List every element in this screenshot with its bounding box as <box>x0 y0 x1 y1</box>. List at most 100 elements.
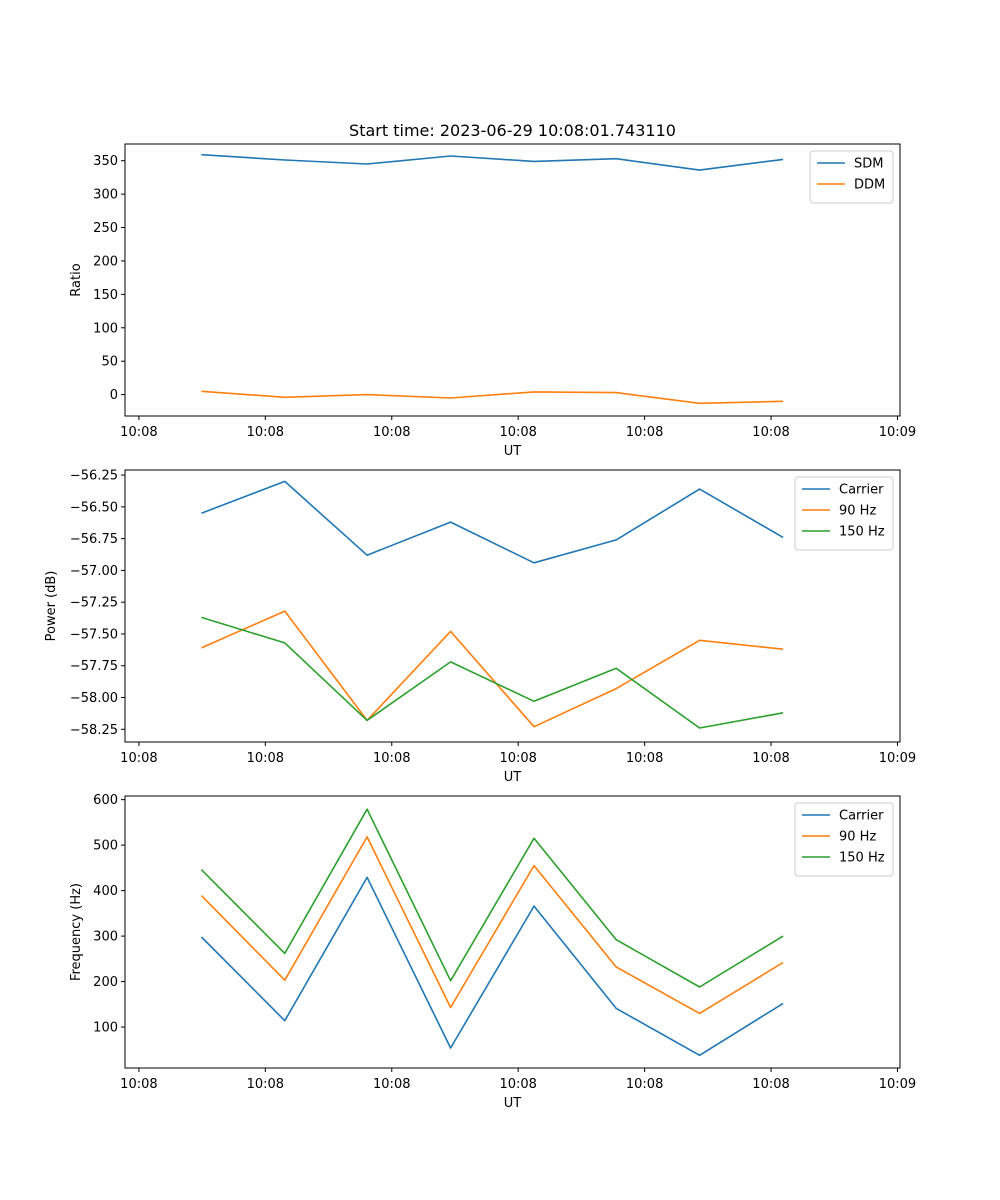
data-point-ratio-ddm <box>449 396 452 399</box>
data-point-ratio-ddm <box>366 393 369 396</box>
data-point-frequency-carrier <box>782 1002 785 1005</box>
data-point-power-carrier <box>449 521 452 524</box>
data-point-frequency-carrier <box>449 1046 452 1049</box>
data-point-frequency-90-hz <box>449 1006 452 1009</box>
y-tick-label-frequency: 300 <box>93 930 118 945</box>
data-point-frequency-150-hz <box>283 952 286 955</box>
y-tick-label-power: −57.25 <box>70 596 118 611</box>
x-tick-label-ratio: 10:08 <box>752 425 789 440</box>
data-point-frequency-150-hz <box>782 935 785 938</box>
y-tick-label-power: −57.00 <box>70 564 118 579</box>
subplot-frequency: 100 200 300 400 500 600 10:08 10:08 10:08 10:08 10… <box>69 793 916 1111</box>
y-tick-label-ratio: 50 <box>101 355 118 370</box>
subplot-ratio: 0 50 100 150 200 250 300 350 10:08 10:08 10:08 10:0… <box>69 143 916 459</box>
data-point-power-150-hz <box>200 616 203 619</box>
data-point-frequency-150-hz <box>449 979 452 982</box>
x-tick-label-frequency: 10:08 <box>247 1077 284 1092</box>
data-point-frequency-90-hz <box>283 979 286 982</box>
x-tick-label-power: 10:08 <box>120 751 157 766</box>
data-point-power-150-hz <box>449 660 452 663</box>
data-point-frequency-150-hz <box>698 986 701 989</box>
x-tick-label-power: 10:09 <box>879 751 916 766</box>
x-axis-label-power: UT <box>504 770 522 785</box>
x-tick-label-ratio: 10:08 <box>499 425 536 440</box>
data-point-frequency-150-hz <box>366 808 369 811</box>
series-line-ratio-sdm <box>201 153 784 171</box>
y-tick-label-power: −56.75 <box>70 532 118 547</box>
y-axis-label-frequency: Frequency (Hz) <box>69 883 84 981</box>
data-point-ratio-sdm <box>200 153 203 156</box>
data-point-frequency-150-hz <box>200 868 203 871</box>
data-point-frequency-carrier <box>283 1019 286 1022</box>
data-point-power-150-hz <box>782 711 785 714</box>
data-point-power-90-hz <box>283 610 286 613</box>
plot-frame-frequency <box>124 795 901 1069</box>
legend-ratio <box>809 150 894 204</box>
data-point-ratio-sdm <box>366 163 369 166</box>
data-point-ratio-ddm <box>200 390 203 393</box>
data-point-frequency-carrier <box>366 876 369 879</box>
x-tick-label-power: 10:08 <box>499 751 536 766</box>
legend-label-ratio-ddm: DDM <box>854 178 885 193</box>
y-tick-label-power: −58.00 <box>70 691 118 706</box>
data-point-ratio-ddm <box>698 402 701 405</box>
x-tick-label-power: 10:08 <box>626 751 663 766</box>
y-tick-label-ratio: 100 <box>93 321 118 336</box>
series-line-ratio-ddm <box>201 390 784 405</box>
y-tick-label-ratio: 250 <box>93 221 118 236</box>
data-point-power-150-hz <box>615 667 618 670</box>
plot-frame-power <box>124 469 901 743</box>
series-line-power-carrier <box>201 480 784 564</box>
y-tick-label-frequency: 400 <box>93 884 118 899</box>
data-point-ratio-ddm <box>283 396 286 399</box>
series-line-power-150-hz <box>201 616 784 729</box>
series-line-frequency-150-hz <box>200 808 784 988</box>
data-point-power-90-hz <box>200 646 203 649</box>
y-tick-label-ratio: 0 <box>110 388 118 403</box>
data-point-power-carrier <box>532 561 535 564</box>
legend-label-power-150-hz: 150 Hz <box>839 525 885 540</box>
x-tick-label-ratio: 10:08 <box>373 425 410 440</box>
data-point-ratio-ddm <box>615 391 618 394</box>
data-point-power-90-hz <box>782 648 785 651</box>
data-point-frequency-carrier <box>532 905 535 908</box>
y-tick-label-frequency: 200 <box>93 975 118 990</box>
y-tick-label-ratio: 200 <box>93 254 118 269</box>
data-point-power-carrier <box>200 512 203 515</box>
data-point-ratio-sdm <box>532 160 535 163</box>
data-point-power-carrier <box>782 536 785 539</box>
y-tick-label-power: −58.25 <box>70 723 118 738</box>
x-tick-label-frequency: 10:08 <box>373 1077 410 1092</box>
data-point-ratio-sdm <box>449 155 452 158</box>
y-tick-label-ratio: 150 <box>93 288 118 303</box>
data-point-frequency-carrier <box>698 1054 701 1057</box>
data-point-power-90-hz <box>449 630 452 633</box>
data-point-power-150-hz <box>698 727 701 730</box>
y-tick-label-power: −57.50 <box>70 627 118 642</box>
x-tick-label-power: 10:08 <box>752 751 789 766</box>
plot-frame-ratio <box>124 143 901 417</box>
data-point-frequency-90-hz <box>615 966 618 969</box>
x-tick-label-frequency: 10:08 <box>752 1077 789 1092</box>
x-tick-label-power: 10:08 <box>247 751 284 766</box>
x-tick-label-frequency: 10:09 <box>879 1077 916 1092</box>
data-point-power-carrier <box>698 488 701 491</box>
data-point-frequency-90-hz <box>782 961 785 964</box>
data-point-ratio-ddm <box>782 400 785 403</box>
data-point-ratio-sdm <box>698 169 701 172</box>
data-point-power-90-hz <box>698 639 701 642</box>
legend-label-power-carrier: Carrier <box>839 483 884 498</box>
data-point-ratio-ddm <box>532 390 535 393</box>
x-tick-label-ratio: 10:08 <box>120 425 157 440</box>
y-tick-label-frequency: 600 <box>93 793 118 808</box>
data-point-frequency-150-hz <box>615 938 618 941</box>
data-point-power-90-hz <box>615 687 618 690</box>
y-tick-label-frequency: 500 <box>93 839 118 854</box>
x-tick-label-ratio: 10:09 <box>879 425 916 440</box>
legend-label-frequency-150-hz: 150 Hz <box>839 851 885 866</box>
x-tick-label-power: 10:08 <box>373 751 410 766</box>
data-point-frequency-150-hz <box>532 837 535 840</box>
legend-label-ratio-sdm: SDM <box>854 157 883 172</box>
data-point-ratio-sdm <box>782 158 785 161</box>
